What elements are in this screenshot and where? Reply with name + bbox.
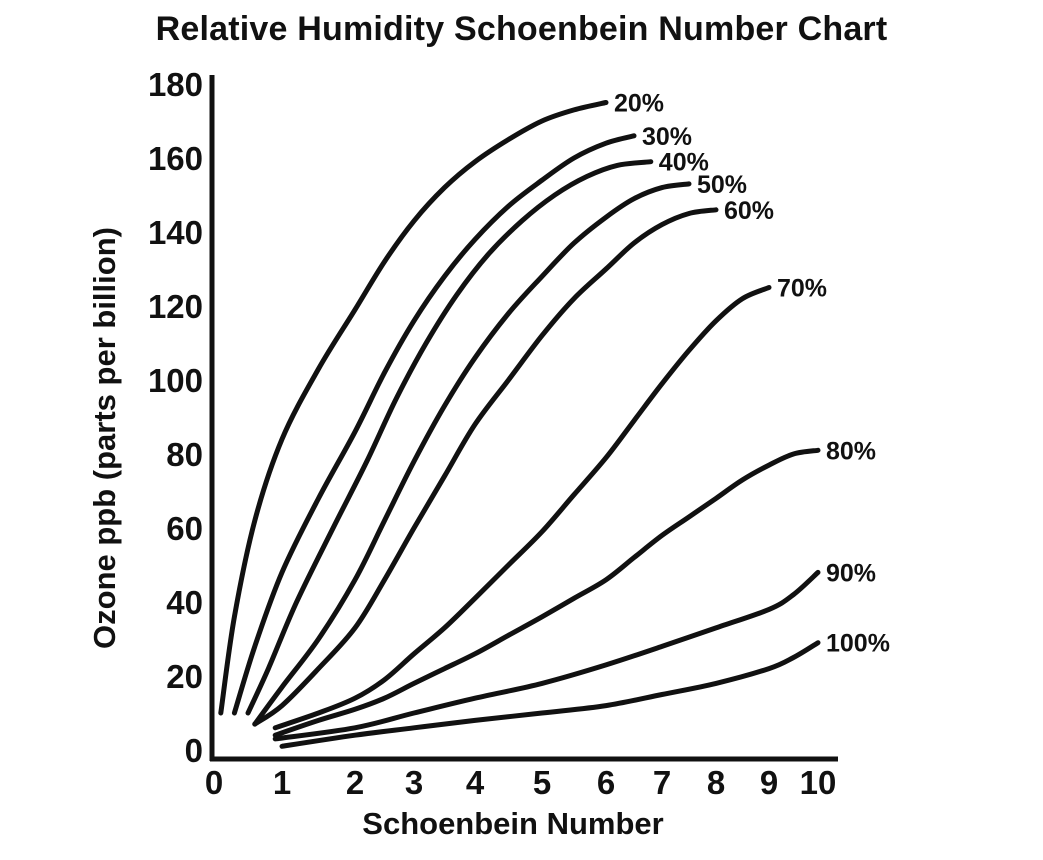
curve-label: 50% — [697, 171, 747, 199]
humidity-curve-20pct — [218, 100, 609, 716]
y-tick-label: 160 — [148, 140, 203, 177]
chart-title: Relative Humidity Schoenbein Number Char… — [155, 10, 888, 48]
y-tick-label: 80 — [166, 436, 203, 473]
humidity-curve-80pct — [272, 447, 821, 738]
humidity-curve-90pct — [272, 569, 821, 742]
y-tick-label: 0 — [185, 732, 203, 769]
curve-label: 80% — [826, 437, 876, 465]
x-tick-label: 6 — [597, 764, 615, 801]
x-tick-label: 7 — [653, 764, 671, 801]
x-tick-label: 2 — [346, 764, 364, 801]
y-tick-label: 20 — [166, 658, 203, 695]
y-tick-label: 180 — [148, 66, 203, 103]
x-tick-label: 3 — [405, 764, 423, 801]
x-tick-label: 10 — [800, 764, 837, 801]
humidity-curve-100pct — [279, 640, 821, 749]
curve-label: 70% — [777, 275, 827, 303]
y-tick-label: 60 — [166, 510, 203, 547]
x-tick-label: 9 — [760, 764, 778, 801]
x-tick-label: 5 — [533, 764, 551, 801]
humidity-curve-40pct — [245, 159, 654, 716]
humidity-curve-60pct — [252, 207, 719, 727]
x-tick-label: 0 — [205, 764, 223, 801]
curve-label: 90% — [826, 559, 876, 587]
y-tick-label: 40 — [166, 584, 203, 621]
x-tick-label: 1 — [273, 764, 291, 801]
y-tick-label: 100 — [148, 362, 203, 399]
x-tick-label: 8 — [707, 764, 725, 801]
humidity-curve-50pct — [252, 181, 692, 727]
curve-label: 60% — [724, 197, 774, 225]
x-tick-label: 4 — [466, 764, 485, 801]
humidity-curve-70pct — [272, 285, 772, 731]
x-axis-label: Schoenbein Number — [362, 806, 664, 841]
curve-label: 20% — [614, 90, 664, 118]
y-tick-label: 120 — [148, 288, 203, 325]
curve-label: 40% — [659, 149, 709, 177]
humidity-curve-30pct — [231, 133, 637, 716]
curve-label: 100% — [826, 630, 890, 658]
y-tick-label: 140 — [148, 214, 203, 251]
curve-label: 30% — [642, 123, 692, 151]
